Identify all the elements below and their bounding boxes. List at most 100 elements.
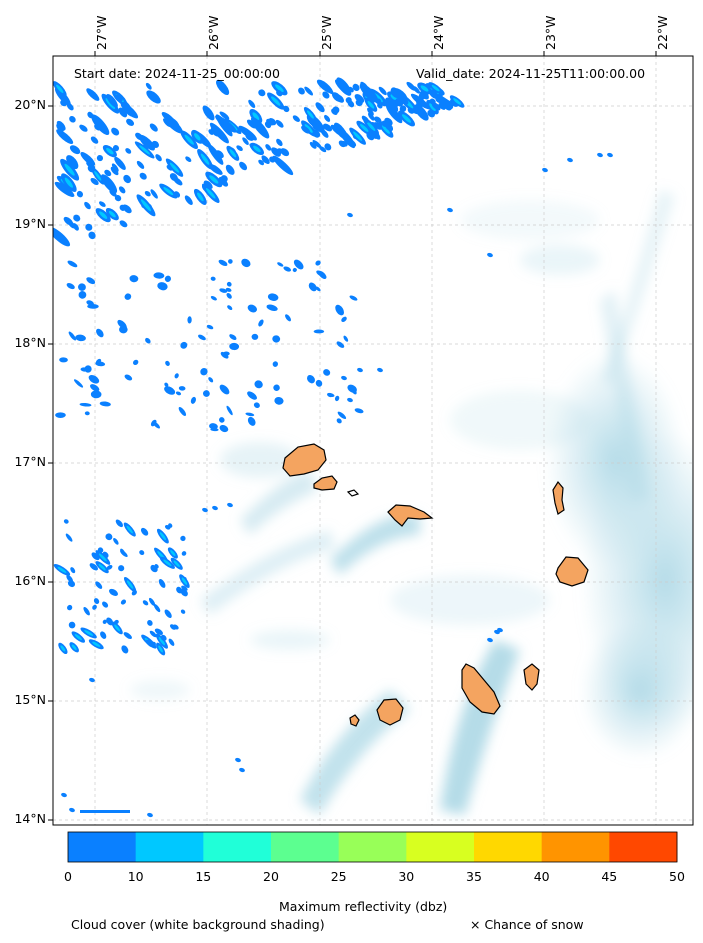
echo-core	[170, 550, 176, 557]
echo-cell	[210, 127, 220, 137]
echo-cell	[59, 357, 68, 363]
echo-cell	[385, 97, 399, 113]
lon-tick-label: 27°W	[94, 15, 109, 50]
echo-cell	[69, 145, 81, 155]
echo-cell	[66, 574, 74, 583]
echo-cell	[253, 402, 260, 409]
echo-cell	[219, 288, 228, 293]
echo-cell	[155, 154, 162, 162]
echo-cell	[96, 154, 104, 162]
echo-cell	[90, 390, 102, 399]
echo-cell	[88, 374, 100, 384]
island-sal	[552, 480, 565, 515]
echo-cell	[332, 92, 342, 102]
echo-cell	[497, 627, 503, 633]
echo-cell	[349, 295, 358, 301]
echo-cell	[84, 201, 91, 210]
echo-cell	[53, 226, 71, 247]
echo-cell	[129, 275, 139, 283]
lat-tick-label: 19°N	[14, 216, 46, 231]
echo-core	[453, 98, 462, 105]
echo-cell	[206, 324, 214, 330]
echo-cell	[133, 359, 139, 365]
colorbar-segment	[203, 832, 272, 862]
echo-cell	[67, 219, 75, 229]
echo-cell	[377, 367, 383, 373]
echo-cell	[139, 134, 155, 151]
echo-cell	[61, 792, 67, 798]
echo-cell	[219, 111, 230, 120]
echo-core	[60, 645, 66, 652]
echo-cell	[341, 375, 347, 381]
lon-tick-label: 22°W	[655, 15, 670, 50]
echo-core	[98, 553, 107, 562]
echo-cell	[180, 588, 188, 597]
echo-core	[56, 84, 64, 93]
echo-core	[367, 100, 375, 109]
echo-cell	[318, 270, 327, 280]
colorbar-frame	[67, 831, 678, 863]
echo-cell	[210, 296, 217, 301]
island-sao-nicolau	[387, 504, 434, 527]
echo-cell	[120, 550, 128, 558]
echo-cell	[66, 283, 75, 290]
colorbar-tick: 15	[195, 869, 212, 884]
echo-cell	[105, 533, 113, 541]
echo-cell	[337, 411, 347, 420]
echo-cell	[429, 89, 439, 99]
echo-cell	[180, 609, 186, 614]
echo-cell	[91, 552, 100, 561]
echo-cell	[120, 599, 127, 605]
echo-cell	[272, 155, 294, 176]
echo-cell	[175, 391, 182, 396]
echo-cell	[198, 334, 206, 341]
echo-cell	[285, 314, 291, 322]
echo-cell	[266, 304, 278, 311]
echo-cell	[113, 619, 119, 625]
echo-cell	[174, 373, 179, 379]
echo-cell	[85, 223, 93, 231]
echo-core	[140, 199, 152, 212]
echo-cell	[111, 127, 120, 136]
echo-cell	[118, 565, 125, 572]
echo-cell	[293, 259, 304, 270]
echo-cell	[415, 98, 422, 105]
colorbar-tick: 45	[601, 869, 618, 884]
echo-cell	[438, 103, 446, 110]
echo-cell	[241, 258, 251, 268]
echo-cell	[251, 333, 259, 340]
echo-cell	[157, 282, 168, 291]
echo-cell	[312, 140, 322, 149]
echo-cell	[73, 214, 81, 222]
echo-cell	[95, 581, 103, 589]
colorbar-segment	[541, 832, 610, 862]
echo-cell	[173, 624, 179, 630]
echo-cell	[280, 148, 290, 157]
echo-cell	[106, 564, 113, 570]
echo-cell	[84, 365, 92, 373]
colorbar-tick: 0	[64, 869, 72, 884]
echo-cell	[313, 329, 325, 334]
echo-cell	[312, 129, 321, 138]
echo-cell	[99, 401, 111, 407]
colorbar-tick: 20	[263, 869, 279, 884]
echo-cell	[607, 152, 613, 158]
echo-cell	[118, 107, 128, 118]
echo-cell	[226, 281, 232, 287]
echo-cell	[218, 176, 228, 187]
echo-cell	[56, 129, 74, 145]
echo-cell	[341, 140, 348, 147]
echo-cell	[80, 152, 96, 166]
echo-cell	[164, 525, 171, 530]
echo-cell	[67, 260, 78, 268]
echo-cell	[275, 119, 284, 128]
echo-cell	[267, 293, 279, 301]
echo-cell	[304, 86, 314, 96]
echo-cell	[114, 195, 122, 202]
echo-cell	[207, 144, 224, 165]
echo-core	[106, 147, 114, 155]
echo-cell	[145, 82, 152, 90]
echo-cell	[147, 620, 153, 626]
echo-cell	[139, 550, 145, 556]
echo-core	[366, 121, 376, 131]
